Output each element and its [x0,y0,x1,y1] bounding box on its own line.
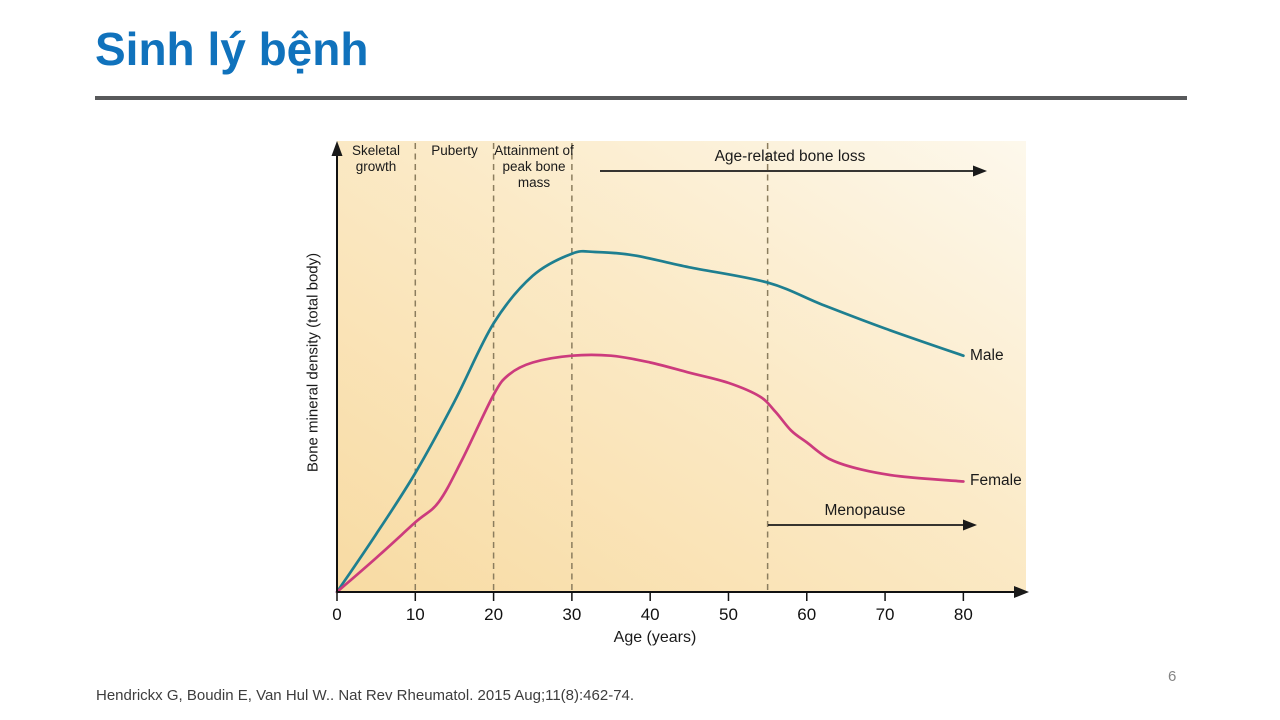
x-tick-label-30: 30 [562,605,581,624]
x-tick-label-40: 40 [641,605,660,624]
x-tick-label-10: 10 [406,605,425,624]
female-curve [335,353,965,594]
data-curves [335,249,965,594]
male-curve [335,249,965,594]
x-tick-label-80: 80 [954,605,973,624]
phase-label-skeletal-growth: Skeletal growth [351,143,401,174]
x-axis-arrowhead [1014,586,1029,598]
menopause-arrowhead [963,519,977,531]
bone-density-chart: 0 10 20 30 40 50 60 70 80 Skeletal growth Pubert… [290,130,1050,675]
x-axis-ticks: 0 10 20 30 40 50 60 70 80 [332,592,973,624]
slide-title: Sinh lý bệnh [95,23,369,75]
citation: Hendrickx G, Boudin E, Van Hul W.. Nat R… [96,687,635,704]
female-series-label: Female [970,472,1022,489]
x-tick-label-70: 70 [876,605,895,624]
age-related-bone-loss-arrowhead [973,165,987,177]
axes [331,141,1029,598]
x-tick-label-0: 0 [332,605,341,624]
phase-divider-guides [414,143,769,591]
annotation-menopause: Menopause [824,502,906,519]
annotation-arrows [600,165,987,531]
y-axis-arrowhead [331,141,343,156]
x-tick-label-50: 50 [719,605,738,624]
phase-label-attainment-peak-bone-mass: Attainment of peak bone mass [494,143,574,190]
annotation-age-related-bone-loss: Age-related bone loss [714,148,866,165]
x-axis-label: Age (years) [613,629,697,646]
x-tick-label-20: 20 [484,605,503,624]
plot-background [337,141,1026,592]
x-tick-label-60: 60 [797,605,816,624]
title-underline [95,96,1187,100]
page-number: 6 [1168,668,1177,685]
male-series-label: Male [970,347,1004,364]
chart-canvas: 0 10 20 30 40 50 60 70 80 [331,141,1029,624]
y-axis-label: Bone mineral density (total body) [304,252,322,473]
phase-label-puberty: Puberty [431,143,478,158]
